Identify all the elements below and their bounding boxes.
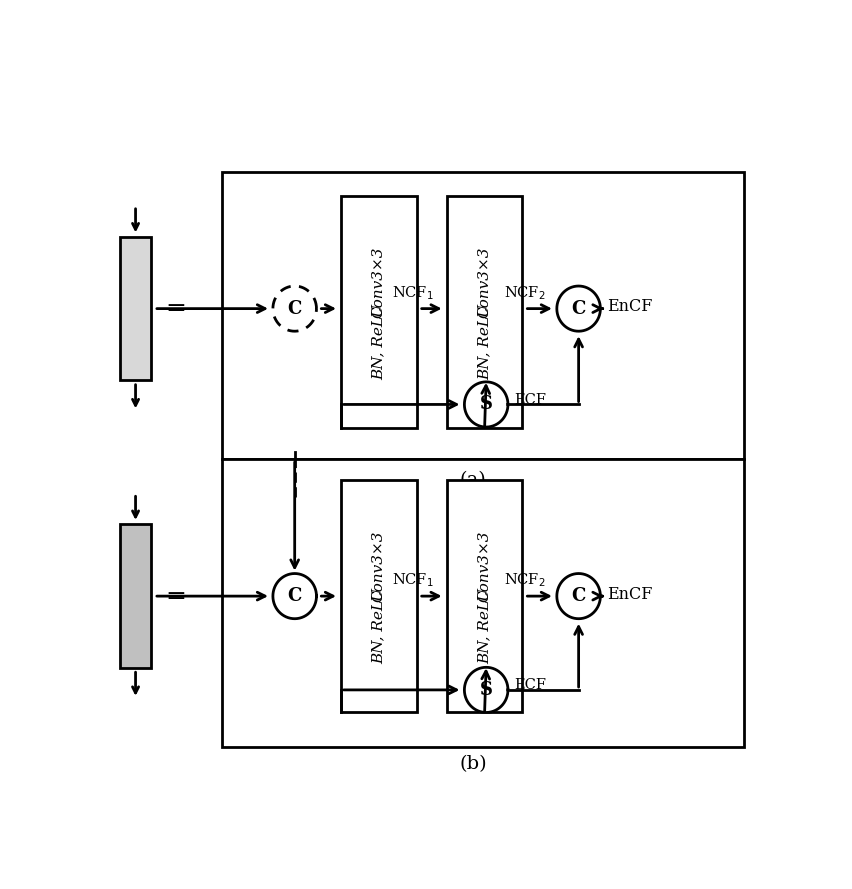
Polygon shape bbox=[273, 573, 316, 619]
Bar bbox=[119, 236, 152, 380]
Text: C: C bbox=[572, 587, 586, 605]
Polygon shape bbox=[464, 668, 508, 712]
Text: C: C bbox=[572, 300, 586, 317]
Polygon shape bbox=[557, 573, 601, 619]
Bar bbox=[341, 196, 417, 428]
Text: =: = bbox=[165, 297, 187, 320]
Polygon shape bbox=[557, 286, 601, 332]
Text: (b): (b) bbox=[459, 755, 486, 773]
Text: NCF$_2$: NCF$_2$ bbox=[504, 284, 546, 301]
Text: S: S bbox=[480, 681, 492, 699]
Text: Conv3×3: Conv3×3 bbox=[371, 246, 386, 317]
Bar bbox=[446, 196, 522, 428]
Bar bbox=[341, 480, 417, 712]
Bar bbox=[222, 172, 744, 460]
Text: ECF: ECF bbox=[515, 678, 547, 693]
Text: EnCF: EnCF bbox=[607, 586, 653, 603]
Polygon shape bbox=[273, 286, 316, 332]
Text: Conv3×3: Conv3×3 bbox=[477, 530, 492, 602]
Text: =: = bbox=[165, 585, 187, 607]
Text: NCF$_1$: NCF$_1$ bbox=[392, 572, 434, 589]
Bar bbox=[222, 460, 744, 747]
Text: C: C bbox=[287, 300, 302, 317]
Text: BN, ReLU: BN, ReLU bbox=[371, 589, 386, 664]
Text: BN, ReLU: BN, ReLU bbox=[477, 304, 492, 380]
Text: NCF$_2$: NCF$_2$ bbox=[504, 572, 546, 589]
Bar bbox=[119, 525, 152, 668]
Text: Conv3×3: Conv3×3 bbox=[477, 246, 492, 317]
Text: Conv3×3: Conv3×3 bbox=[371, 530, 386, 602]
Polygon shape bbox=[464, 382, 508, 427]
Text: BN, ReLU: BN, ReLU bbox=[477, 589, 492, 664]
Text: NCF$_1$: NCF$_1$ bbox=[392, 284, 434, 301]
Text: (a): (a) bbox=[459, 471, 486, 489]
Text: ECF: ECF bbox=[515, 393, 547, 406]
Text: BN, ReLU: BN, ReLU bbox=[371, 304, 386, 380]
Text: EnCF: EnCF bbox=[607, 298, 653, 315]
Text: C: C bbox=[287, 587, 302, 605]
Text: S: S bbox=[480, 396, 492, 413]
Bar bbox=[446, 480, 522, 712]
